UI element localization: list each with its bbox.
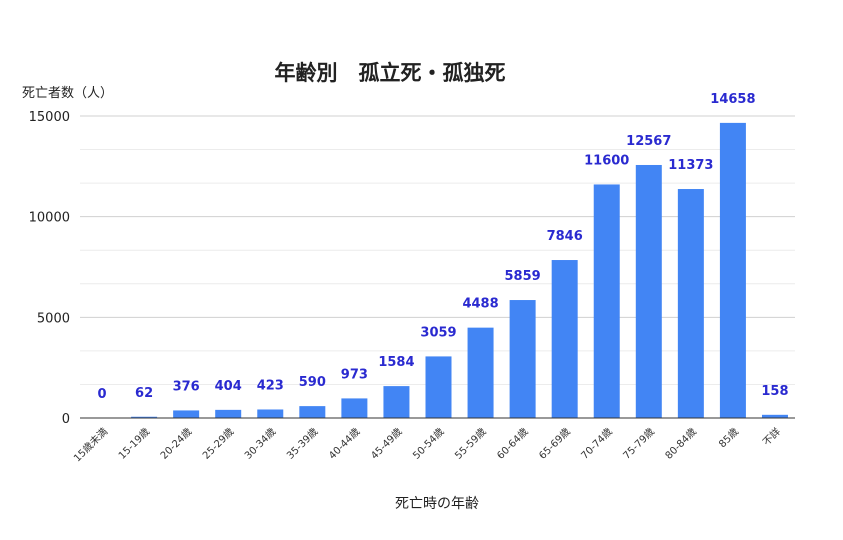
bar [467,327,494,418]
bar [719,122,746,419]
data-label: 590 [299,375,326,390]
gridlines [80,115,795,385]
x-tick-label: 15歳未満 [71,426,110,465]
x-axis-label: 死亡時の年齢 [395,496,479,512]
data-label: 158 [761,384,788,399]
y-axis-label: 死亡者数（人） [22,86,113,101]
data-label: 973 [341,367,368,382]
chart-title: 年齢別 孤立死・孤独死 [275,61,506,85]
x-tick-label: 不詳 [760,425,783,448]
x-tick-label: 85歳 [716,426,741,451]
y-tick-label: 10000 [29,211,70,226]
data-label: 7846 [547,229,583,244]
x-tick-label: 25-29歳 [200,426,236,462]
x-tick-label: 40-44歳 [326,426,362,462]
bar [635,164,662,418]
bar [551,260,578,418]
bar [509,300,536,418]
bar [257,409,284,418]
x-tick-label: 15-19歳 [116,426,152,462]
x-tick-label: 65-69歳 [537,426,573,462]
bar [761,414,788,418]
data-label: 11373 [668,158,713,173]
data-label: 0 [98,387,107,402]
x-tick-label: 35-39歳 [284,426,320,462]
data-label: 404 [215,379,242,394]
x-tick-label: 60-64歳 [495,426,531,462]
x-tick-label: 45-49歳 [368,426,404,462]
data-label: 4488 [462,297,498,312]
y-tick-label: 5000 [37,311,70,326]
x-tick-label: 20-24歳 [158,426,194,462]
x-tick-label: 75-79歳 [621,426,657,462]
x-tick-label: 55-59歳 [453,426,489,462]
x-axis-ticks: 15歳未満 15-19歳 20-24歳 25-29歳 30-34歳 35-39歳 40-44… [71,425,783,464]
bar [341,398,368,418]
x-tick-label: 70-74歳 [579,426,615,462]
y-tick-label: 0 [62,412,70,427]
x-tick-label: 30-34歳 [242,426,278,462]
bar [131,416,158,418]
bar [299,406,326,418]
data-label: 5859 [505,269,541,284]
bars [89,122,788,419]
x-tick-label: 50-54歳 [411,426,447,462]
bar [383,386,410,418]
x-tick-label: 80-84歳 [663,426,699,462]
data-label: 1584 [378,355,414,370]
data-label: 3059 [420,325,456,340]
data-label: 14658 [710,92,755,107]
data-label: 62 [135,386,153,401]
data-label: 423 [257,378,284,393]
bar [593,184,620,418]
bar [215,409,242,418]
data-labels: 0 62 376 404 423 590 973 1584 3059 4488 5859 7846 11… [98,92,789,402]
data-label: 12567 [626,134,671,149]
data-label: 376 [173,379,200,394]
data-label: 11600 [584,153,629,168]
bar [425,356,452,418]
y-tick-label: 15000 [29,110,70,125]
bar [677,189,704,418]
y-axis-ticks: 0 5000 10000 15000 [29,110,70,427]
bar [173,410,200,418]
